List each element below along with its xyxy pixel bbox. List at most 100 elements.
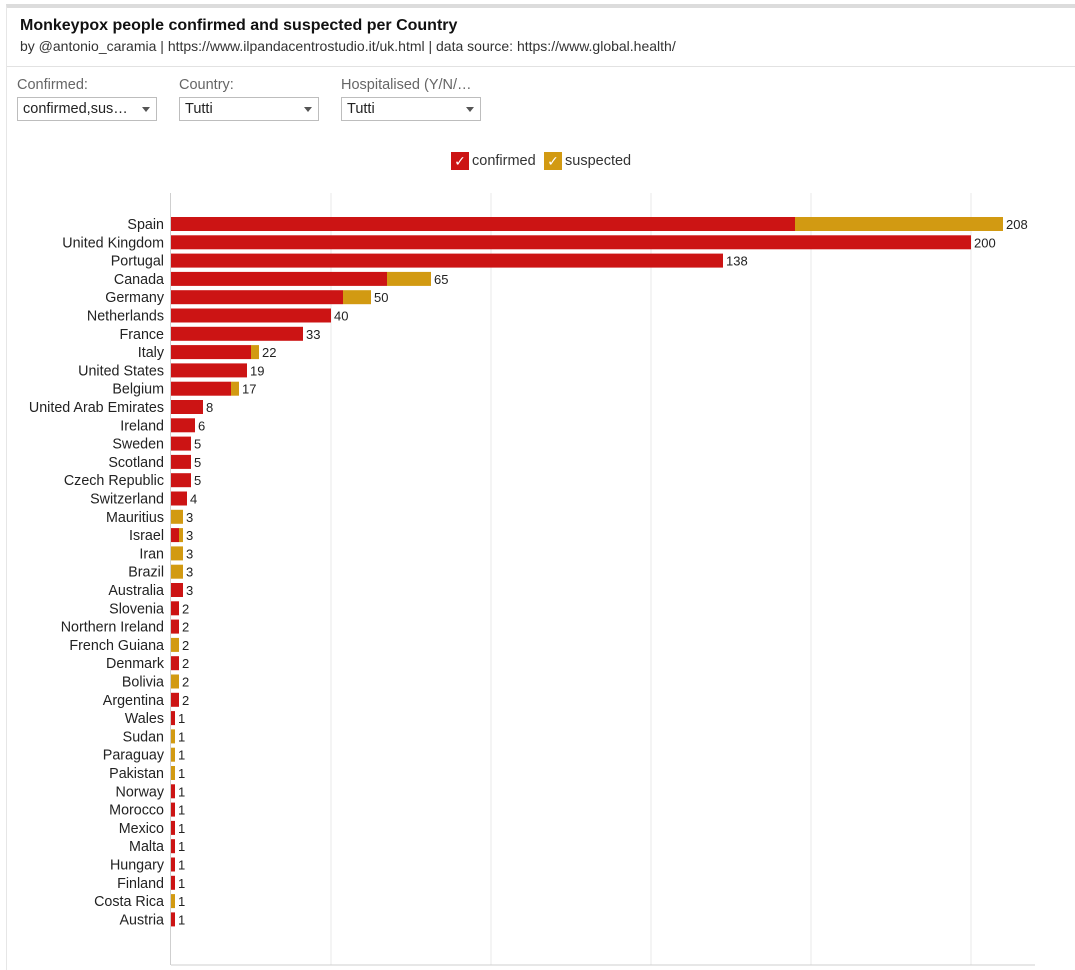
value-label: 1 — [178, 803, 185, 818]
hospitalised-filter-value: Tutti — [347, 101, 375, 117]
category-label: Northern Ireland — [61, 620, 164, 636]
bar-confirmed — [171, 363, 247, 378]
category-label: Malta — [129, 839, 164, 855]
value-label: 50 — [374, 290, 388, 305]
checkbox-checked-icon: ✓ — [544, 152, 562, 170]
category-label: Iran — [139, 546, 164, 562]
value-label: 4 — [190, 492, 197, 507]
confirmed-filter-select[interactable]: confirmed,suspected — [17, 97, 157, 121]
value-label: 33 — [306, 327, 320, 342]
value-label: 8 — [206, 400, 213, 415]
bar-confirmed — [171, 820, 175, 835]
bar-confirmed — [171, 528, 179, 543]
legend-item-confirmed[interactable]: ✓ confirmed — [451, 151, 536, 171]
value-label: 3 — [186, 565, 193, 580]
category-label: French Guiana — [69, 638, 164, 654]
hospitalised-filter-label: Hospitalised (Y/N/… — [341, 77, 472, 93]
category-label: Netherlands — [87, 309, 164, 325]
value-label: 208 — [1006, 217, 1028, 232]
chevron-down-icon — [304, 107, 312, 112]
category-label: Czech Republic — [64, 473, 164, 489]
value-label: 1 — [178, 912, 185, 927]
bar-suspected — [179, 528, 183, 543]
value-label: 3 — [186, 510, 193, 525]
country-filter-label: Country: — [179, 77, 234, 93]
bar-suspected — [171, 674, 179, 689]
value-label: 200 — [974, 235, 996, 250]
value-label: 5 — [194, 437, 201, 452]
checkbox-checked-icon: ✓ — [451, 152, 469, 170]
category-label: Finland — [117, 876, 164, 892]
legend-item-suspected[interactable]: ✓ suspected — [544, 151, 631, 171]
value-label: 1 — [178, 711, 185, 726]
bar-confirmed — [171, 381, 231, 396]
value-label: 6 — [198, 418, 205, 433]
bar-suspected — [171, 509, 183, 524]
category-label: Australia — [108, 583, 164, 599]
category-label: Austria — [120, 912, 165, 928]
dashboard-frame — [6, 4, 1075, 970]
value-label: 3 — [186, 528, 193, 543]
bar-confirmed — [171, 473, 191, 488]
value-label: 2 — [182, 656, 189, 671]
category-label: Israel — [129, 528, 164, 544]
value-label: 3 — [186, 583, 193, 598]
value-label: 17 — [242, 382, 256, 397]
category-label: Costa Rica — [94, 894, 164, 910]
bar-suspected — [387, 271, 431, 286]
bar-confirmed — [171, 619, 179, 634]
bar-suspected — [251, 345, 259, 360]
category-label: Mauritius — [106, 510, 164, 526]
bar-confirmed — [171, 326, 303, 341]
country-filter-select[interactable]: Tutti — [179, 97, 319, 121]
category-label: France — [120, 327, 165, 343]
bar-suspected — [795, 217, 1003, 231]
category-label: Mexico — [119, 821, 164, 837]
bar-confirmed — [171, 400, 203, 414]
value-label: 1 — [178, 876, 185, 891]
value-label: 5 — [194, 473, 201, 488]
value-label: 22 — [262, 345, 276, 360]
value-label: 1 — [178, 729, 185, 744]
bar-confirmed — [171, 308, 331, 323]
value-label: 1 — [178, 858, 185, 873]
category-label: United Kingdom — [62, 235, 164, 251]
legend-label-confirmed: confirmed — [472, 153, 536, 169]
category-label: Paraguay — [103, 748, 165, 764]
bar-confirmed — [171, 656, 179, 671]
bar-suspected — [171, 729, 175, 744]
category-label: United States — [78, 363, 164, 379]
value-label: 2 — [182, 675, 189, 690]
value-label: 19 — [250, 363, 264, 378]
value-label: 1 — [178, 839, 185, 854]
category-label: Switzerland — [90, 492, 164, 508]
hospitalised-filter-select[interactable]: Tutti — [341, 97, 481, 121]
category-label: Sweden — [112, 437, 164, 453]
category-label: Scotland — [108, 455, 164, 471]
bar-confirmed — [171, 839, 175, 854]
category-label: Slovenia — [109, 601, 164, 617]
bar-confirmed — [171, 802, 175, 817]
category-label: Wales — [125, 711, 164, 727]
value-label: 65 — [434, 272, 448, 287]
bar-suspected — [171, 637, 179, 652]
bar-confirmed — [171, 583, 183, 597]
bar-suspected — [171, 766, 175, 780]
category-label: Pakistan — [109, 766, 164, 782]
bar-confirmed — [171, 454, 191, 469]
page-title: Monkeypox people confirmed and suspected… — [20, 17, 458, 34]
page-subtitle: by @antonio_caramia | https://www.ilpand… — [20, 38, 676, 54]
category-label: Hungary — [110, 858, 165, 874]
bar-suspected — [231, 381, 239, 396]
bar-confirmed — [171, 235, 971, 250]
category-label: Argentina — [103, 693, 164, 709]
bar-confirmed — [171, 692, 179, 707]
bar-confirmed — [171, 436, 191, 451]
category-label: Spain — [127, 217, 164, 233]
value-label: 1 — [178, 894, 185, 909]
bar-confirmed — [171, 253, 723, 268]
value-label: 2 — [182, 693, 189, 708]
bar-suspected — [171, 747, 175, 762]
bar-confirmed — [171, 217, 795, 231]
